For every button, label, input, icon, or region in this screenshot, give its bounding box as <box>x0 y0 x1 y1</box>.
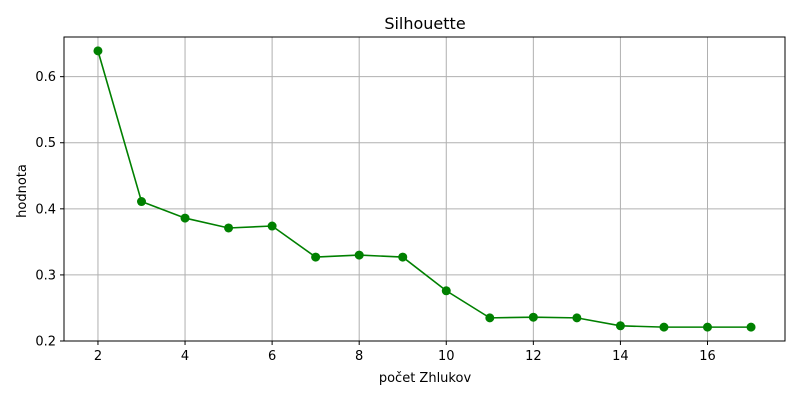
data-point <box>485 313 495 323</box>
data-point <box>180 213 190 223</box>
y-tick-label: 0.4 <box>35 202 56 217</box>
data-point <box>703 322 713 332</box>
data-point <box>572 313 582 323</box>
data-point <box>659 322 669 332</box>
data-point <box>528 312 538 322</box>
x-tick-label: 6 <box>268 349 276 364</box>
x-tick-label: 4 <box>181 349 189 364</box>
y-tick-label: 0.2 <box>35 335 56 350</box>
y-tick-label: 0.3 <box>35 268 56 283</box>
data-point <box>441 286 451 296</box>
data-point <box>224 223 234 233</box>
data-point <box>311 252 321 262</box>
ticks: 2 4 6 8 10 12 14 16 0.2 0.3 0.4 0.5 0.6 <box>35 70 715 364</box>
series-line <box>97 50 752 328</box>
y-axis-title: hodnota <box>15 164 30 218</box>
y-tick-label: 0.5 <box>35 136 56 151</box>
data-point <box>615 321 625 331</box>
x-tick-label: 10 <box>438 349 455 364</box>
series-group <box>93 46 756 332</box>
data-point <box>354 250 364 260</box>
data-point <box>746 322 756 332</box>
x-tick-label: 14 <box>612 349 629 364</box>
x-tick-label: 16 <box>699 349 716 364</box>
data-point <box>136 197 146 207</box>
chart-title: Silhouette <box>384 14 465 33</box>
x-tick-label: 2 <box>94 349 102 364</box>
x-axis-title: počet Zhlukov <box>379 371 472 386</box>
x-tick-label: 8 <box>355 349 363 364</box>
plot-frame <box>63 36 786 342</box>
data-point <box>267 221 277 231</box>
x-tick-label: 12 <box>525 349 542 364</box>
data-point <box>93 46 103 56</box>
data-point <box>398 252 408 262</box>
y-tick-label: 0.6 <box>35 70 56 85</box>
